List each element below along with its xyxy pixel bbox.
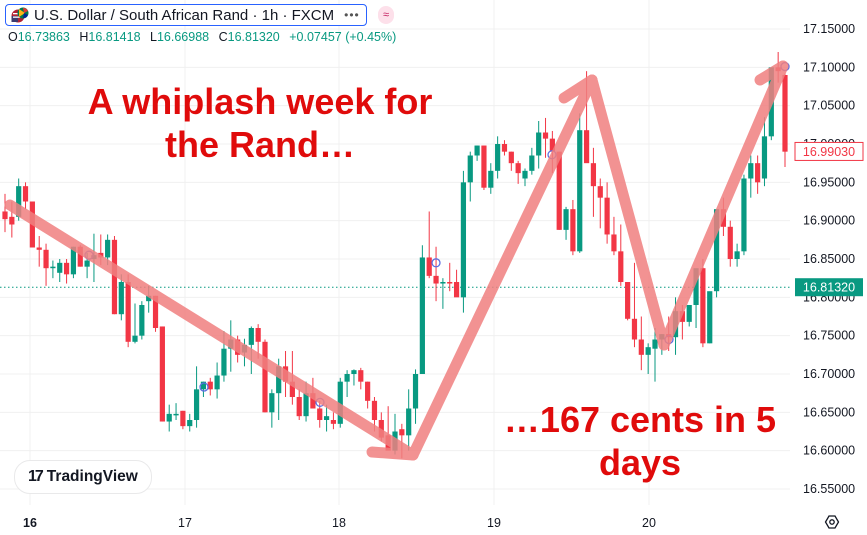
symbol-title: U.S. Dollar / South African Rand · 1h · … bbox=[34, 6, 335, 24]
indicator-menu-button[interactable]: ≈ bbox=[378, 6, 394, 24]
y-axis-tick: 16.75000 bbox=[803, 329, 855, 343]
high-value: 16.81418 bbox=[88, 30, 141, 44]
low-label: L bbox=[150, 30, 157, 44]
x-axis-tick: 20 bbox=[642, 516, 656, 530]
more-options-icon[interactable]: ••• bbox=[344, 8, 360, 22]
x-axis-tick: 18 bbox=[332, 516, 346, 530]
y-axis-tick: 16.60000 bbox=[803, 444, 855, 458]
y-axis-tick: 16.90000 bbox=[803, 214, 855, 228]
settings-gear-icon[interactable] bbox=[824, 514, 840, 530]
ohlc-legend: O16.73863 H16.81418 L16.66988 C16.81320 … bbox=[8, 30, 402, 44]
x-axis-tick: 17 bbox=[178, 516, 192, 530]
event-marker-icon[interactable] bbox=[431, 258, 441, 268]
change-value: +0.07457 (+0.45%) bbox=[289, 30, 397, 44]
last-price-label bbox=[794, 141, 864, 161]
high-label: H bbox=[79, 30, 89, 44]
open-label: O bbox=[8, 30, 18, 44]
tradingview-logo[interactable]: 17 TradingView bbox=[14, 460, 152, 494]
y-axis-tick: 17.05000 bbox=[803, 99, 855, 113]
close-label: C bbox=[218, 30, 228, 44]
svg-text:16.81320: 16.81320 bbox=[803, 281, 855, 295]
svg-text:16.99030: 16.99030 bbox=[803, 145, 855, 159]
x-axis-tick: 19 bbox=[487, 516, 501, 530]
current-price-label bbox=[795, 278, 863, 297]
tradingview-mark-icon: 17 bbox=[28, 468, 44, 485]
tradingview-wordmark: TradingView bbox=[46, 468, 138, 485]
y-axis-tick: 16.70000 bbox=[803, 367, 855, 381]
y-axis-tick: 16.95000 bbox=[803, 175, 855, 189]
symbol-title-box[interactable]: U.S. Dollar / South African Rand · 1h · … bbox=[5, 4, 367, 26]
y-axis-tick: 16.65000 bbox=[803, 405, 855, 419]
x-axis-tick: 16 bbox=[23, 516, 37, 530]
event-marker-icon[interactable] bbox=[199, 382, 209, 392]
annotation-bottom: …167 cents in 5 days bbox=[503, 399, 777, 484]
y-axis-tick: 17.15000 bbox=[803, 22, 855, 36]
y-axis-tick: 16.55000 bbox=[803, 482, 855, 496]
low-value: 16.66988 bbox=[156, 30, 210, 44]
usd-zar-flag-icon bbox=[10, 7, 30, 23]
y-axis-tick: 16.85000 bbox=[803, 252, 855, 266]
annotation-top: A whiplash week for the Rand… bbox=[87, 81, 433, 166]
close-value: 16.81320 bbox=[227, 30, 280, 44]
open-value: 16.73863 bbox=[17, 30, 70, 44]
trend-arrows bbox=[4, 60, 789, 461]
y-axis-tick: 17.10000 bbox=[803, 60, 855, 74]
